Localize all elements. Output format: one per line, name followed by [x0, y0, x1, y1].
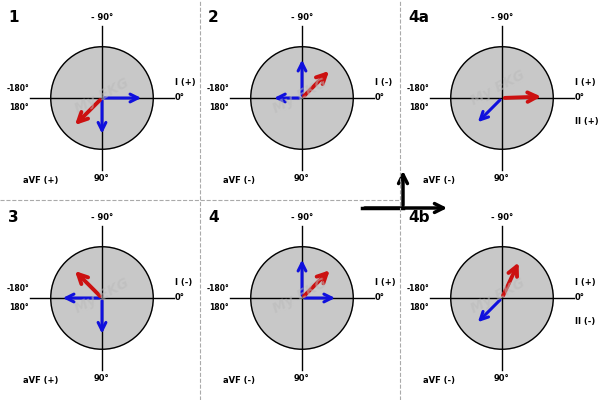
Circle shape: [51, 47, 153, 149]
Circle shape: [251, 47, 353, 149]
Text: 0°: 0°: [375, 294, 385, 302]
Circle shape: [451, 47, 553, 149]
Text: aVF (-): aVF (-): [422, 176, 455, 185]
Circle shape: [451, 247, 553, 349]
Text: 1: 1: [8, 10, 19, 25]
Text: -180°: -180°: [7, 84, 29, 93]
Circle shape: [51, 247, 153, 349]
Text: aVF (+): aVF (+): [23, 176, 58, 185]
Text: My EKG: My EKG: [271, 276, 329, 316]
Text: I (+): I (+): [375, 278, 395, 287]
Text: 3: 3: [8, 210, 19, 225]
Text: aVF (-): aVF (-): [422, 376, 455, 385]
Text: 4b: 4b: [408, 210, 430, 225]
Text: 180°: 180°: [10, 103, 29, 112]
Text: 0°: 0°: [575, 94, 585, 102]
Text: 180°: 180°: [410, 303, 429, 312]
Text: aVF (+): aVF (+): [23, 376, 58, 385]
Text: I (+): I (+): [175, 78, 196, 87]
Text: 4a: 4a: [408, 10, 429, 25]
Text: - 90°: - 90°: [491, 13, 513, 22]
Text: 0°: 0°: [575, 294, 585, 302]
Text: My EKG: My EKG: [271, 76, 329, 116]
Text: - 90°: - 90°: [91, 213, 113, 222]
Text: 90°: 90°: [294, 174, 310, 183]
Text: - 90°: - 90°: [291, 13, 313, 22]
Text: I (+): I (+): [575, 78, 595, 87]
Text: 90°: 90°: [94, 174, 110, 183]
Text: My EKG: My EKG: [469, 276, 527, 316]
Text: -180°: -180°: [206, 84, 229, 93]
Text: - 90°: - 90°: [291, 213, 313, 222]
Text: 0°: 0°: [175, 294, 185, 302]
Text: II (-): II (-): [575, 316, 595, 326]
Text: I (-): I (-): [375, 78, 392, 87]
Text: 2: 2: [208, 10, 219, 25]
Text: 180°: 180°: [209, 303, 229, 312]
Text: 180°: 180°: [209, 103, 229, 112]
Text: 180°: 180°: [410, 103, 429, 112]
Text: II (+): II (+): [575, 116, 598, 126]
Text: - 90°: - 90°: [91, 13, 113, 22]
Text: 90°: 90°: [94, 374, 110, 383]
Text: -180°: -180°: [406, 84, 429, 93]
Text: aVF (-): aVF (-): [223, 176, 254, 185]
Text: 0°: 0°: [175, 94, 185, 102]
Text: - 90°: - 90°: [491, 213, 513, 222]
Text: My EKG: My EKG: [73, 276, 131, 316]
Text: -180°: -180°: [7, 284, 29, 293]
Text: My EKG: My EKG: [469, 68, 527, 108]
Text: 90°: 90°: [294, 374, 310, 383]
Text: 90°: 90°: [494, 374, 510, 383]
Text: 90°: 90°: [494, 174, 510, 183]
Text: -180°: -180°: [206, 284, 229, 293]
Text: 0°: 0°: [375, 94, 385, 102]
Text: My EKG: My EKG: [73, 76, 131, 116]
Text: 180°: 180°: [10, 303, 29, 312]
Circle shape: [251, 247, 353, 349]
Text: I (+): I (+): [575, 278, 595, 287]
Text: -180°: -180°: [406, 284, 429, 293]
Text: 4: 4: [208, 210, 218, 225]
Text: I (-): I (-): [175, 278, 192, 287]
Text: aVF (-): aVF (-): [223, 376, 254, 385]
